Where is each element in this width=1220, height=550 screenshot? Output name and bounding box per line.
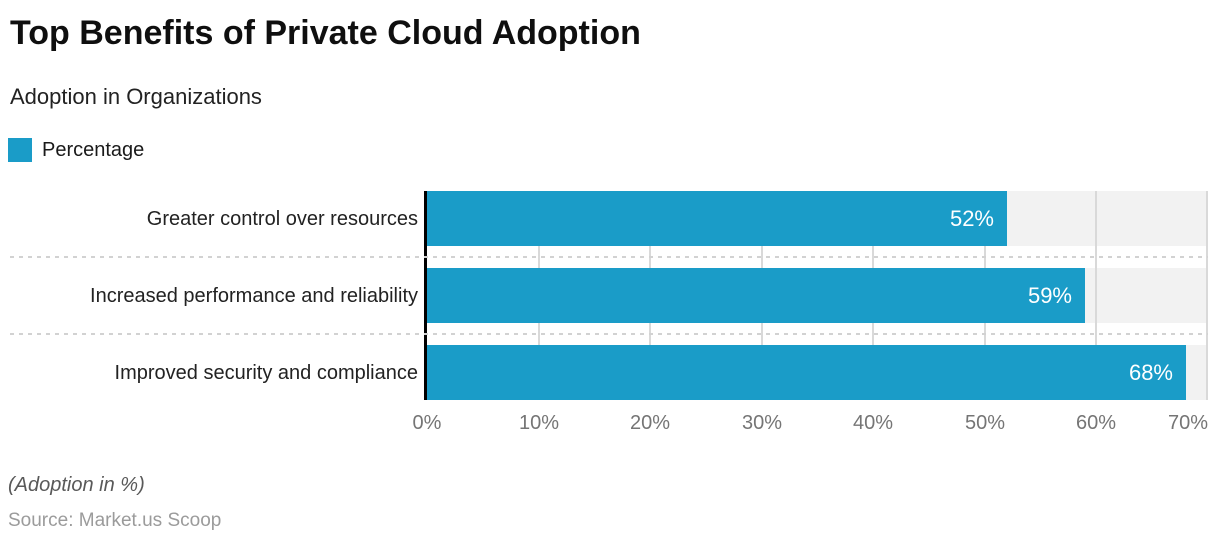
category-label: Improved security and compliance [114,362,418,384]
x-tick-label: 50% [964,412,1006,434]
footer-note: (Adoption in %) [8,474,145,496]
category-label: Increased performance and reliability [90,285,418,307]
row-separator [10,333,1208,335]
plot-area: 52% 59% 68% [424,191,1208,400]
x-tick-label: 20% [629,412,671,434]
x-axis-tick-labels: 0% 10% 20% 30% 40% 50% 60% 70% [413,412,1208,440]
bar-value-label: 59% [1027,283,1072,308]
legend-label: Percentage [42,138,145,161]
legend-swatch-icon [8,138,32,162]
x-tick-label: 0% [412,412,442,434]
y-axis-line [424,191,427,400]
bar-value-label: 68% [1128,360,1173,385]
x-tick-label: 30% [741,412,783,434]
bar-greater-control[interactable]: 52% [427,191,1007,246]
x-tick-label: 10% [518,412,560,434]
legend-item-percentage[interactable]: Percentage [8,138,144,162]
x-gridline [1206,191,1208,400]
footer-source: Source: Market.us Scoop [8,510,222,531]
x-tick-label: 60% [1075,412,1117,434]
x-gridline [1095,191,1097,400]
bar-increased-performance[interactable]: 59% [427,268,1085,323]
x-tick-label: 40% [852,412,894,434]
chart-title: Top Benefits of Private Cloud Adoption [10,14,641,52]
category-label: Greater control over resources [146,208,418,230]
x-tick-label: 70% [1167,412,1208,434]
chart-subtitle: Adoption in Organizations [10,84,262,109]
row-separator [10,256,1208,258]
bar-improved-security[interactable]: 68% [427,345,1186,400]
bar-value-label: 52% [949,206,994,231]
